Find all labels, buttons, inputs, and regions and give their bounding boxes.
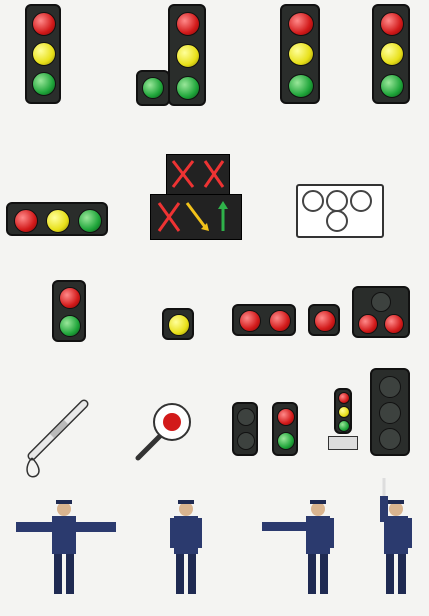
pedestrian-light-1 [232,402,258,456]
small-light-base [328,436,358,450]
single-yellow-light [162,308,194,340]
single-red-light [308,304,340,336]
officer-arm-pointing [262,500,334,594]
signal-light-cluster [296,184,384,238]
lane-signal-board [150,194,242,240]
arrow-traffic-light [168,4,206,106]
stop-paddle [135,403,191,461]
traffic-baton [26,399,89,478]
auxiliary-arrow-light [136,70,170,106]
vertical-traffic-light-1 [25,4,61,104]
officer-standing [170,500,202,594]
officer-arms-extended [16,500,116,594]
double-red-light-1 [232,304,296,336]
pedestrian-light-2 [272,402,298,456]
vertical-traffic-light-2 [280,4,320,104]
vertical-traffic-light-3 [372,4,410,104]
officer-arm-raised [380,478,412,594]
two-lamp-traffic-light [52,280,86,342]
x-lane-signal-board [166,154,230,196]
horizontal-traffic-light [6,202,108,236]
small-vertical-light [334,388,352,434]
triangle-red-light [352,286,410,338]
vertical-traffic-light-4 [370,368,410,456]
